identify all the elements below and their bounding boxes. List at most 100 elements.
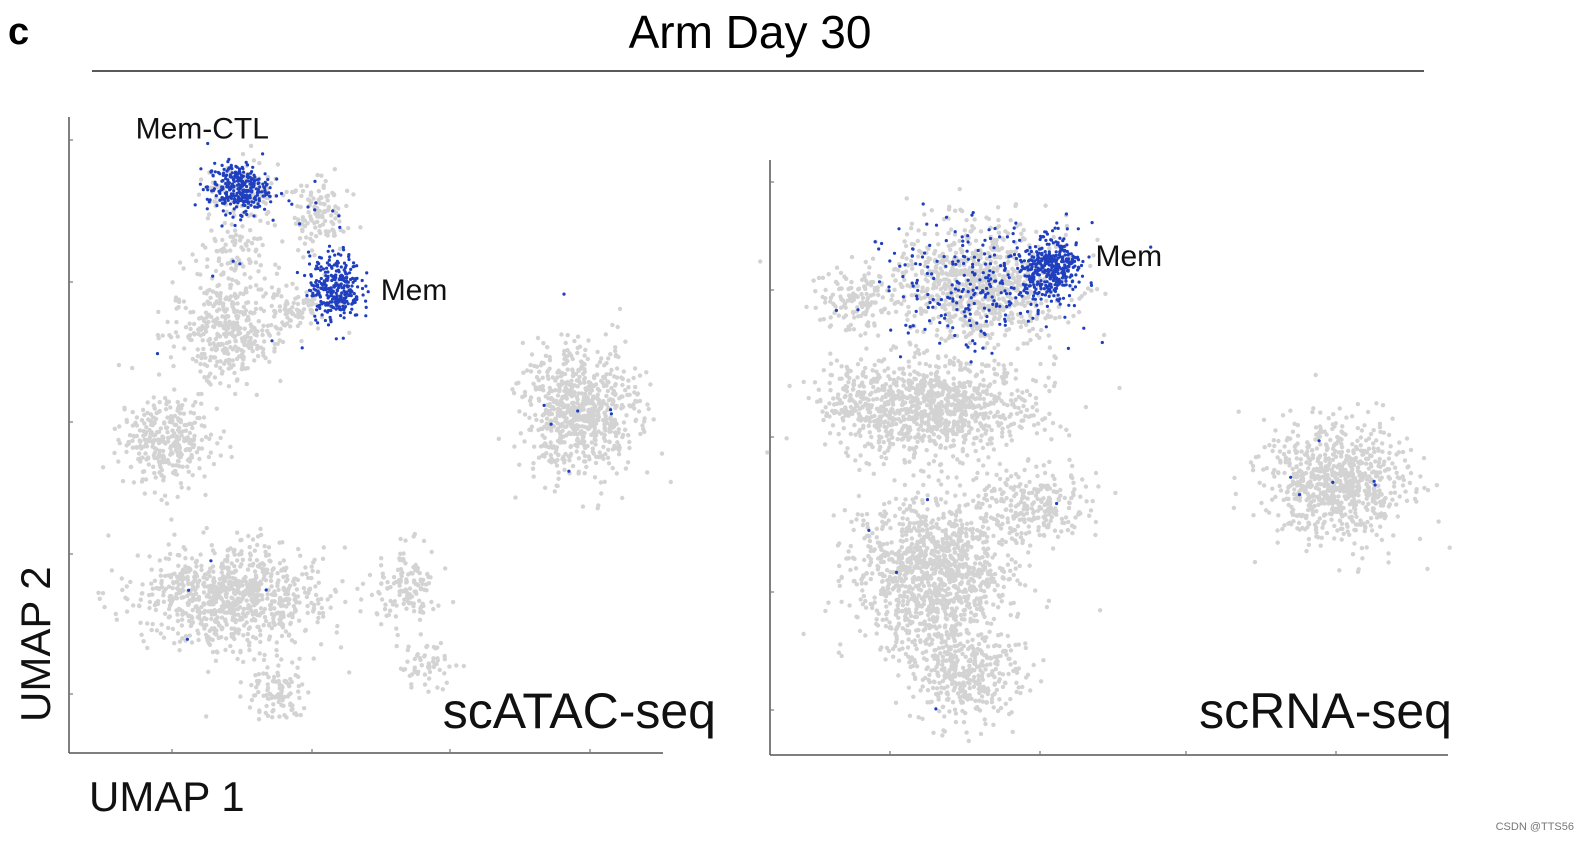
cell-point bbox=[196, 192, 202, 197]
cell-point bbox=[243, 308, 249, 313]
cell-point bbox=[583, 394, 588, 400]
cell-point bbox=[878, 274, 883, 279]
cell-point bbox=[142, 412, 147, 417]
cell-point bbox=[168, 335, 174, 340]
highlighted-cell-point bbox=[562, 292, 566, 296]
cell-point bbox=[260, 597, 265, 602]
cell-point bbox=[178, 411, 183, 416]
cell-point bbox=[995, 205, 1001, 210]
cell-point bbox=[328, 594, 333, 599]
cell-point bbox=[957, 186, 962, 192]
cell-point bbox=[917, 361, 922, 366]
highlighted-cell-point bbox=[226, 160, 230, 164]
cell-point bbox=[242, 272, 247, 277]
cell-point bbox=[203, 632, 209, 637]
cell-point bbox=[545, 373, 550, 379]
cell-point bbox=[943, 307, 948, 312]
cell-point bbox=[207, 301, 213, 306]
cell-point bbox=[283, 629, 289, 634]
cell-point bbox=[190, 356, 195, 362]
cell-point bbox=[275, 162, 281, 167]
cell-point bbox=[298, 320, 303, 326]
highlighted-cell-point bbox=[245, 163, 250, 167]
cell-point bbox=[292, 597, 297, 602]
highlighted-cell-point bbox=[346, 285, 350, 289]
cell-point bbox=[288, 676, 293, 682]
cell-point bbox=[569, 378, 574, 383]
highlighted-cell-point bbox=[245, 212, 249, 217]
highlighted-cell-point bbox=[348, 311, 352, 315]
highlighted-cell-point bbox=[325, 293, 329, 297]
cell-point bbox=[178, 607, 183, 613]
cell-point bbox=[536, 378, 541, 383]
cell-point bbox=[533, 385, 538, 390]
cell-point bbox=[252, 236, 257, 241]
cell-point bbox=[380, 571, 385, 576]
cell-point bbox=[576, 456, 582, 461]
cell-point bbox=[194, 574, 200, 579]
cell-point bbox=[240, 224, 245, 229]
cell-point bbox=[296, 310, 301, 315]
cell-point bbox=[164, 399, 170, 404]
cell-point bbox=[315, 569, 321, 574]
cell-point bbox=[958, 268, 963, 274]
cell-point bbox=[155, 332, 161, 338]
cell-point bbox=[246, 247, 251, 252]
cell-point bbox=[989, 427, 994, 433]
cell-point bbox=[931, 282, 936, 287]
cell-point bbox=[310, 239, 315, 244]
cell-point bbox=[583, 347, 588, 353]
cell-point bbox=[886, 310, 891, 316]
cell-point bbox=[882, 306, 887, 311]
x-axis-label: UMAP 1 bbox=[89, 773, 245, 820]
highlighted-cell-point bbox=[609, 408, 613, 412]
cell-point bbox=[213, 268, 219, 274]
cell-point bbox=[442, 657, 447, 662]
cell-point bbox=[112, 426, 118, 431]
cell-point bbox=[195, 347, 200, 352]
cell-point bbox=[258, 526, 263, 532]
cell-point bbox=[292, 189, 298, 194]
cell-point bbox=[245, 631, 251, 637]
cell-point bbox=[212, 236, 217, 242]
cell-point bbox=[405, 647, 410, 653]
cell-point bbox=[604, 372, 609, 377]
cell-point bbox=[179, 623, 185, 628]
highlighted-cell-point bbox=[290, 202, 294, 206]
cell-point bbox=[207, 574, 212, 579]
cell-point bbox=[856, 286, 862, 291]
cell-point bbox=[613, 353, 618, 359]
cell-point bbox=[978, 303, 984, 308]
cell-point bbox=[226, 276, 231, 281]
cell-point bbox=[301, 706, 307, 711]
cell-point bbox=[317, 223, 323, 229]
cell-point bbox=[158, 631, 163, 636]
cell-point bbox=[140, 407, 146, 413]
cell-point bbox=[253, 673, 258, 678]
cell-point bbox=[415, 652, 420, 657]
cell-point bbox=[528, 395, 534, 400]
cell-point bbox=[811, 278, 816, 283]
cell-point bbox=[252, 569, 258, 574]
cell-point bbox=[176, 453, 181, 458]
highlighted-cell-point bbox=[261, 182, 265, 186]
cell-point bbox=[347, 330, 352, 335]
cell-point bbox=[1016, 277, 1021, 282]
cell-point bbox=[1094, 286, 1100, 292]
cell-point bbox=[454, 663, 459, 668]
cell-point bbox=[292, 606, 298, 612]
cell-point bbox=[213, 612, 218, 617]
cell-point bbox=[124, 584, 129, 589]
cell-point bbox=[300, 682, 305, 687]
cell-point bbox=[179, 433, 184, 438]
cell-point bbox=[1013, 202, 1019, 207]
cell-point bbox=[195, 354, 200, 359]
cell-point bbox=[972, 217, 977, 222]
cell-point bbox=[172, 641, 177, 646]
cell-point bbox=[597, 359, 603, 365]
cell-point bbox=[324, 232, 329, 237]
cell-point bbox=[990, 273, 995, 278]
cell-point bbox=[255, 624, 260, 630]
cell-point bbox=[1103, 291, 1108, 296]
cell-point bbox=[822, 442, 828, 447]
